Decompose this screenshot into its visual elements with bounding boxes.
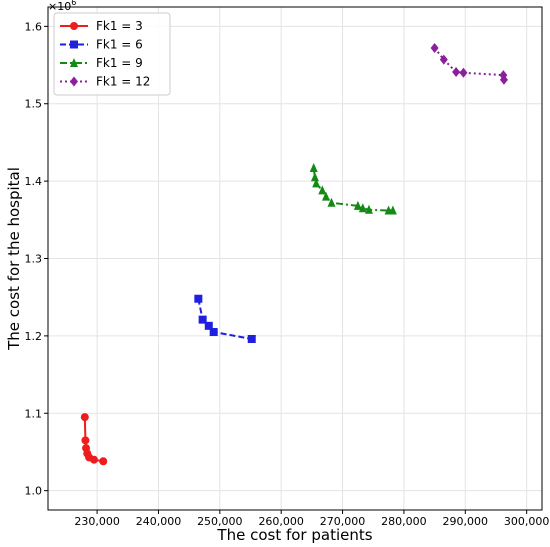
x-tick-label: 290,000 (443, 515, 489, 528)
y-axis-multiplier: ×106 (48, 0, 76, 13)
data-point (452, 67, 461, 78)
legend-label: Fk1 = 3 (96, 19, 143, 33)
legend: Fk1 = 3 Fk1 = 6 Fk1 = 9 Fk1 = 12 (53, 12, 171, 96)
data-point (358, 203, 367, 213)
data-point (353, 200, 362, 210)
legend-item: Fk1 = 9 (60, 56, 143, 70)
x-axis-label: The cost for patients (216, 526, 372, 544)
data-point (99, 457, 108, 466)
data-point (80, 413, 89, 422)
grid (48, 7, 542, 510)
x-tick-label: 240,000 (136, 515, 182, 528)
data-point (204, 321, 213, 330)
data-point (198, 315, 207, 324)
legend-item: Fk1 = 12 (60, 75, 150, 89)
data-point (309, 162, 318, 172)
data-point (364, 204, 373, 214)
legend-label: Fk1 = 6 (96, 38, 143, 52)
legend-label: Fk1 = 9 (96, 56, 143, 70)
legend-item: Fk1 = 6 (60, 38, 143, 52)
series-2 (194, 294, 256, 343)
x-tick-label: 260,000 (258, 515, 304, 528)
data-point (459, 67, 468, 78)
legend-marker (70, 76, 78, 87)
data-point (247, 334, 256, 343)
series-3 (309, 162, 397, 215)
x-tick-label: 230,000 (74, 515, 120, 528)
series-4 (430, 43, 508, 85)
data-point (439, 54, 448, 65)
y-axis-label: The cost for the hospital (5, 167, 23, 351)
y-tick-label: 1.1 (25, 407, 43, 420)
legend-label: Fk1 = 12 (96, 75, 150, 89)
legend-marker (70, 40, 78, 49)
x-tick-label: 280,000 (381, 515, 427, 528)
y-tick-label: 1.6 (25, 20, 43, 33)
x-tick-label: 300,000 (504, 515, 550, 528)
series-1 (80, 413, 108, 466)
data-point (388, 205, 397, 215)
y-tick-label: 1.3 (25, 253, 43, 266)
legend-item: Fk1 = 3 (60, 19, 143, 33)
y-tick-label: 1.0 (25, 485, 43, 498)
data-point (81, 436, 90, 445)
legend-marker (70, 22, 78, 30)
data-point (194, 294, 203, 303)
data-point (321, 191, 330, 201)
data-point (90, 455, 99, 464)
data-point (430, 43, 439, 54)
y-tick-label: 1.4 (25, 175, 43, 188)
series-line (433, 47, 505, 80)
multiplier-base: ×10 (48, 0, 71, 13)
legend-marker (70, 58, 78, 67)
data-point (318, 185, 327, 195)
multiplier-exponent: 6 (71, 0, 76, 7)
y-tick-label: 1.2 (25, 330, 43, 343)
data-point (327, 197, 336, 207)
data-point (312, 178, 321, 188)
series-line (312, 167, 393, 212)
x-tick-label: 250,000 (197, 515, 243, 528)
data-point (310, 172, 319, 182)
data-point (499, 74, 508, 85)
y-tick-label: 1.5 (25, 98, 43, 111)
x-tick-label: 270,000 (320, 515, 366, 528)
data-point (209, 328, 218, 337)
legend-box (53, 12, 171, 96)
axis-ticks: 230,000 240,000 250,000 260,000 270,000 280,0… (25, 20, 550, 528)
series-layer (80, 43, 508, 466)
